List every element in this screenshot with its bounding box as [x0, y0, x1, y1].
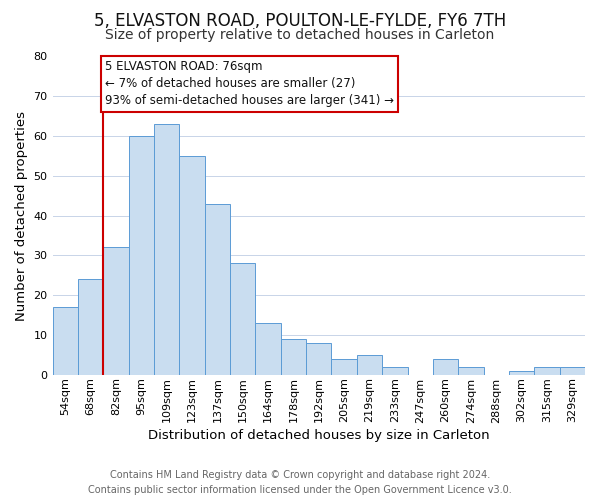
Text: Contains HM Land Registry data © Crown copyright and database right 2024.
Contai: Contains HM Land Registry data © Crown c…	[88, 470, 512, 495]
Bar	[331, 358, 357, 374]
Bar	[281, 339, 306, 374]
Bar	[357, 355, 382, 374]
Bar	[433, 358, 458, 374]
Y-axis label: Number of detached properties: Number of detached properties	[15, 110, 28, 320]
Bar	[205, 204, 230, 374]
Bar	[179, 156, 205, 374]
Bar	[103, 248, 128, 374]
Bar	[256, 323, 281, 374]
Bar	[509, 370, 534, 374]
Bar	[306, 343, 331, 374]
Bar	[154, 124, 179, 374]
Bar	[458, 366, 484, 374]
Bar	[382, 366, 407, 374]
Bar	[53, 307, 78, 374]
X-axis label: Distribution of detached houses by size in Carleton: Distribution of detached houses by size …	[148, 430, 490, 442]
Bar	[230, 264, 256, 374]
Text: 5, ELVASTON ROAD, POULTON-LE-FYLDE, FY6 7TH: 5, ELVASTON ROAD, POULTON-LE-FYLDE, FY6 …	[94, 12, 506, 30]
Text: Size of property relative to detached houses in Carleton: Size of property relative to detached ho…	[106, 28, 494, 42]
Bar	[78, 279, 103, 374]
Bar	[560, 366, 585, 374]
Bar	[534, 366, 560, 374]
Bar	[128, 136, 154, 374]
Text: 5 ELVASTON ROAD: 76sqm
← 7% of detached houses are smaller (27)
93% of semi-deta: 5 ELVASTON ROAD: 76sqm ← 7% of detached …	[105, 60, 394, 108]
